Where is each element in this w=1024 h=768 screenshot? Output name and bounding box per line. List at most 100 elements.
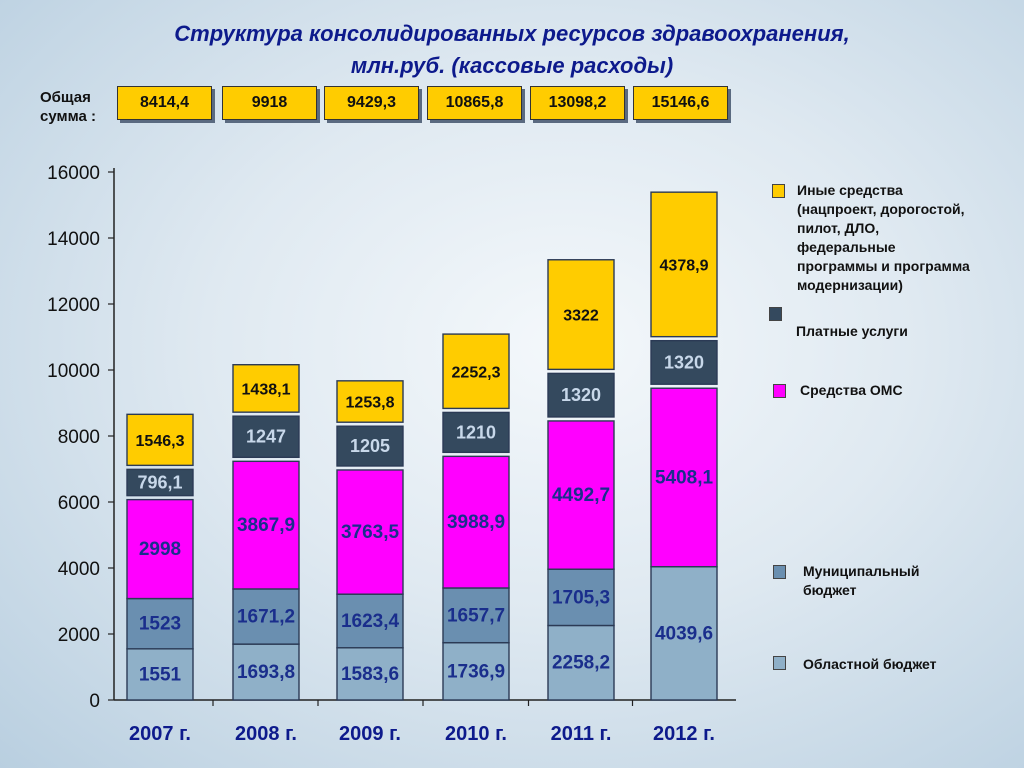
- legend-line: Областной бюджет: [803, 656, 937, 672]
- data-label-other: 1546,3: [136, 433, 185, 450]
- y-tick-label: 16000: [47, 163, 100, 184]
- data-label-other: 1438,1: [242, 381, 291, 398]
- total-value: 10865,8: [427, 86, 522, 120]
- y-tick-label: 2000: [58, 625, 100, 646]
- bar-paid: [232, 415, 300, 459]
- legend-label-oms: Средства ОМС: [800, 381, 903, 400]
- legend-swatch-municipal: [773, 565, 786, 579]
- total-value: 9918: [222, 86, 317, 120]
- y-tick-label: 0: [89, 691, 100, 712]
- totals-label: Общая сумма :: [40, 88, 96, 126]
- legend-line: бюджет: [803, 582, 857, 598]
- totals-label-line-1: Общая: [40, 89, 91, 106]
- data-label-other: 1253,8: [346, 395, 395, 412]
- legend-line: Средства ОМС: [800, 382, 903, 398]
- y-tick-label: 4000: [58, 559, 100, 580]
- bar-municipal: [442, 587, 510, 644]
- bar-oblast: [442, 641, 510, 701]
- total-value: 15146,6: [633, 86, 728, 120]
- title-line-1: Структура консолидированных ресурсов здр…: [174, 21, 850, 46]
- legend-line: (нацпроект, дорогостой,: [797, 201, 965, 217]
- data-label-oblast: 1693,8: [237, 662, 295, 683]
- data-label-other: 4378,9: [660, 257, 709, 274]
- bar-municipal: [232, 588, 300, 645]
- total-value: 9429,3: [324, 86, 419, 120]
- data-label-oblast: 1736,9: [447, 661, 505, 682]
- bar-other: [547, 259, 615, 371]
- x-category-label: 2012 г.: [653, 723, 715, 745]
- legend-swatch-oms: [773, 384, 786, 398]
- bar-municipal: [336, 593, 404, 649]
- legend-swatch-other: [772, 184, 785, 198]
- bar-oblast: [232, 643, 300, 701]
- data-label-oms: 2998: [139, 539, 181, 560]
- data-label-municipal: 1523: [139, 614, 181, 635]
- data-label-municipal: 1705,3: [552, 587, 610, 608]
- total-value: 13098,2: [530, 86, 625, 120]
- legend-label-paid: Платные услуги: [796, 322, 908, 341]
- data-label-oblast: 4039,6: [655, 623, 713, 644]
- bar-oms: [126, 498, 194, 600]
- bar-municipal: [547, 568, 615, 627]
- bar-municipal: [126, 597, 194, 650]
- bar-other: [442, 333, 510, 410]
- bar-oms: [547, 420, 615, 570]
- legend-line: Муниципальный: [803, 563, 920, 579]
- data-label-oms: 5408,1: [655, 467, 714, 488]
- data-label-other: 2252,3: [452, 364, 501, 381]
- data-label-paid: 1320: [664, 352, 704, 372]
- legend-swatch-oblast: [773, 656, 786, 670]
- legend-line: модернизации): [797, 277, 903, 293]
- data-label-municipal: 1657,7: [447, 605, 505, 626]
- legend-swatch-paid: [769, 307, 782, 321]
- data-label-oms: 3763,5: [341, 522, 400, 543]
- legend-label-oblast: Областной бюджет: [803, 655, 937, 674]
- y-tick-label: 10000: [47, 361, 100, 382]
- bar-paid: [126, 468, 194, 497]
- y-tick-label: 8000: [58, 427, 100, 448]
- bar-other: [650, 191, 718, 338]
- legend-line: программы и программа: [797, 258, 970, 274]
- data-label-oms: 3867,9: [237, 515, 295, 536]
- legend-line: пилот, ДЛО,: [797, 220, 880, 236]
- x-category-label: 2010 г.: [445, 723, 507, 745]
- x-category-label: 2009 г.: [339, 723, 401, 745]
- legend-line: Иные средства: [797, 182, 903, 198]
- bar-paid: [650, 339, 718, 385]
- bar-paid: [547, 372, 615, 418]
- legend-label-municipal: Муниципальный бюджет: [803, 562, 919, 600]
- y-tick-label: 6000: [58, 493, 100, 514]
- x-category-label: 2011 г.: [551, 723, 612, 745]
- bar-other: [336, 380, 404, 423]
- data-label-paid: 1205: [350, 436, 390, 456]
- legend-line: федеральные: [797, 239, 896, 255]
- bar-oms: [336, 469, 404, 595]
- data-label-oblast: 1551: [139, 664, 182, 685]
- data-label-oms: 4492,7: [552, 485, 610, 506]
- bar-oblast: [547, 624, 615, 701]
- bar-paid: [336, 425, 404, 467]
- bar-oblast: [650, 565, 718, 701]
- bar-oms: [232, 460, 300, 590]
- data-label-paid: 796,1: [137, 472, 182, 492]
- y-tick-label: 12000: [47, 295, 100, 316]
- title-line-2: млн.руб. (кассовые расходы): [350, 53, 674, 78]
- bar-oms: [442, 455, 510, 589]
- data-label-oblast: 2258,2: [552, 653, 610, 674]
- bar-other: [232, 364, 300, 413]
- data-label-municipal: 1671,2: [237, 607, 295, 628]
- data-label-oblast: 1583,6: [341, 664, 399, 685]
- x-category-label: 2007 г.: [129, 723, 191, 745]
- x-category-label: 2008 г.: [235, 723, 297, 745]
- bar-other: [126, 413, 194, 467]
- data-label-paid: 1210: [456, 422, 496, 442]
- data-label-oms: 3988,9: [447, 512, 505, 533]
- total-value: 8414,4: [117, 86, 212, 120]
- bar-paid: [442, 411, 510, 454]
- data-label-municipal: 1623,4: [341, 611, 400, 632]
- page-title: Структура консолидированных ресурсов здр…: [0, 18, 1024, 82]
- data-label-paid: 1247: [246, 427, 286, 447]
- bar-oms: [650, 387, 718, 568]
- bar-oblast: [126, 648, 194, 701]
